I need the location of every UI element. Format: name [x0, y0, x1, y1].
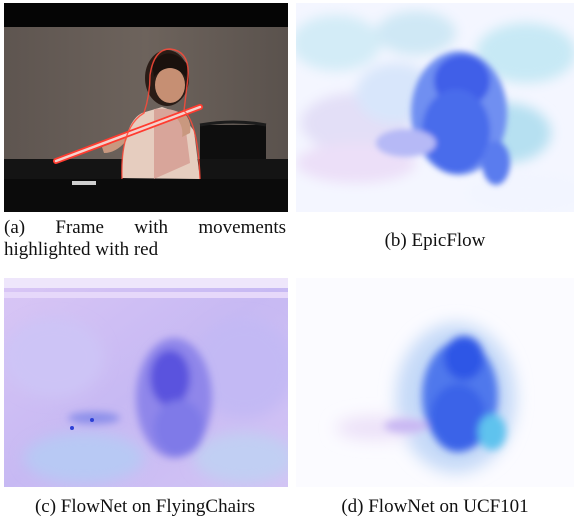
- panel-d-flownet-ucf101-image: [296, 278, 574, 487]
- caption-a-line1: (a) Frame with movements: [4, 217, 286, 238]
- panel-b-epicflow-image: [296, 3, 574, 212]
- flownet-ucf101-visualization: [296, 278, 574, 487]
- caption-b: (b) EpicFlow: [384, 230, 486, 251]
- caption-d: (d) FlowNet on UCF101: [341, 496, 529, 517]
- flownet-flyingchairs-visualization: [4, 278, 288, 487]
- caption-a: (a) Frame with movements highlighted wit…: [4, 217, 286, 261]
- flute-player-photo: [4, 3, 288, 212]
- caption-a-line2: highlighted with red: [4, 239, 159, 260]
- panel-a-frame-image: [4, 3, 288, 212]
- epicflow-visualization: [296, 3, 574, 212]
- caption-c: (c) FlowNet on FlyingChairs: [34, 496, 256, 517]
- panel-c-flownet-flyingchairs-image: [4, 278, 288, 487]
